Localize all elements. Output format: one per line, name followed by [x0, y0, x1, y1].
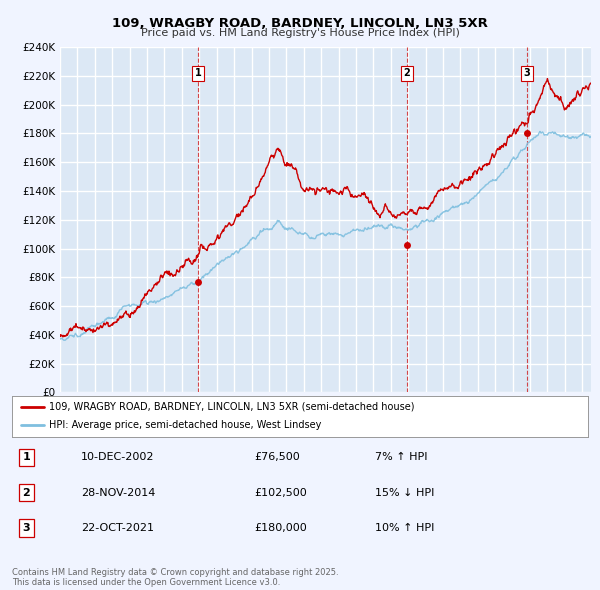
Text: 1: 1	[195, 68, 202, 78]
Text: 7% ↑ HPI: 7% ↑ HPI	[375, 453, 427, 462]
Text: 10% ↑ HPI: 10% ↑ HPI	[375, 523, 434, 533]
Text: 2: 2	[403, 68, 410, 78]
Text: 15% ↓ HPI: 15% ↓ HPI	[375, 488, 434, 497]
Text: 2: 2	[23, 488, 30, 497]
Text: 22-OCT-2021: 22-OCT-2021	[81, 523, 154, 533]
Text: 1: 1	[23, 453, 30, 462]
Text: HPI: Average price, semi-detached house, West Lindsey: HPI: Average price, semi-detached house,…	[49, 420, 322, 430]
Text: Contains HM Land Registry data © Crown copyright and database right 2025.
This d: Contains HM Land Registry data © Crown c…	[12, 568, 338, 587]
Text: 109, WRAGBY ROAD, BARDNEY, LINCOLN, LN3 5XR (semi-detached house): 109, WRAGBY ROAD, BARDNEY, LINCOLN, LN3 …	[49, 402, 415, 411]
Text: 109, WRAGBY ROAD, BARDNEY, LINCOLN, LN3 5XR: 109, WRAGBY ROAD, BARDNEY, LINCOLN, LN3 …	[112, 17, 488, 30]
Text: £180,000: £180,000	[254, 523, 307, 533]
Text: 3: 3	[523, 68, 530, 78]
Text: £76,500: £76,500	[254, 453, 299, 462]
Text: 3: 3	[23, 523, 30, 533]
Text: 10-DEC-2002: 10-DEC-2002	[81, 453, 155, 462]
Text: Price paid vs. HM Land Registry's House Price Index (HPI): Price paid vs. HM Land Registry's House …	[140, 28, 460, 38]
Text: 28-NOV-2014: 28-NOV-2014	[81, 488, 155, 497]
Text: £102,500: £102,500	[254, 488, 307, 497]
